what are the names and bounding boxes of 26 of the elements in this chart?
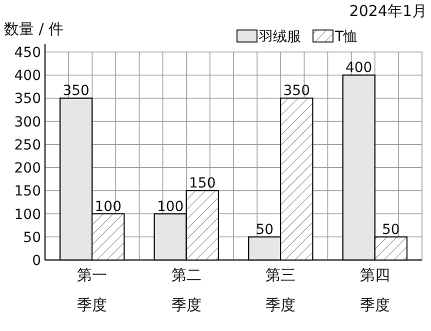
y-axis-title: 数量 / 件 — [4, 20, 64, 38]
y-tick-label: 400 — [14, 68, 41, 84]
y-tick-label: 200 — [14, 160, 41, 177]
y-tick-label: 100 — [14, 206, 41, 223]
data-label: 100 — [94, 198, 122, 215]
x-tick-label: 第一季度 — [77, 266, 108, 314]
y-tick-label: 0 — [32, 253, 41, 269]
y-tick-label: 250 — [14, 137, 41, 154]
y-tick-label: 150 — [14, 184, 41, 200]
x-tick-label: 第二季度 — [171, 266, 202, 314]
data-label: 50 — [382, 222, 400, 238]
x-tick-label: 第四季度 — [360, 266, 390, 314]
text: 2024年1月 — [349, 2, 427, 20]
legend-label: T恤 — [334, 29, 358, 45]
y-tick-label: 350 — [14, 91, 41, 108]
y-tick-label: 50 — [23, 230, 41, 246]
data-label: 100 — [156, 198, 184, 215]
y-tick-label: 300 — [14, 114, 41, 130]
data-label: 350 — [62, 83, 90, 100]
legend-label: 羽绒服 — [258, 29, 301, 45]
data-label: 50 — [256, 222, 274, 238]
x-tick-label: 第三季度 — [266, 266, 296, 314]
y-tick-label: 450 — [14, 45, 41, 61]
data-label: 150 — [189, 176, 216, 192]
data-label: 400 — [345, 60, 372, 76]
data-label: 350 — [283, 83, 310, 100]
